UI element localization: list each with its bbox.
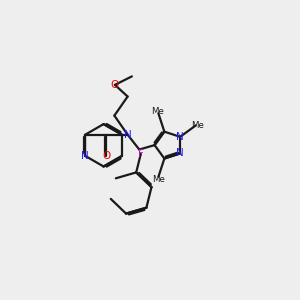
Text: O: O <box>111 80 119 90</box>
Text: N: N <box>81 151 89 161</box>
Text: Me: Me <box>191 121 204 130</box>
Text: N: N <box>176 148 184 158</box>
Text: N: N <box>176 132 184 142</box>
Text: Me: Me <box>152 175 165 184</box>
Text: Me: Me <box>152 107 164 116</box>
Text: O: O <box>102 151 110 161</box>
Text: F: F <box>138 149 144 159</box>
Text: N: N <box>124 130 131 140</box>
